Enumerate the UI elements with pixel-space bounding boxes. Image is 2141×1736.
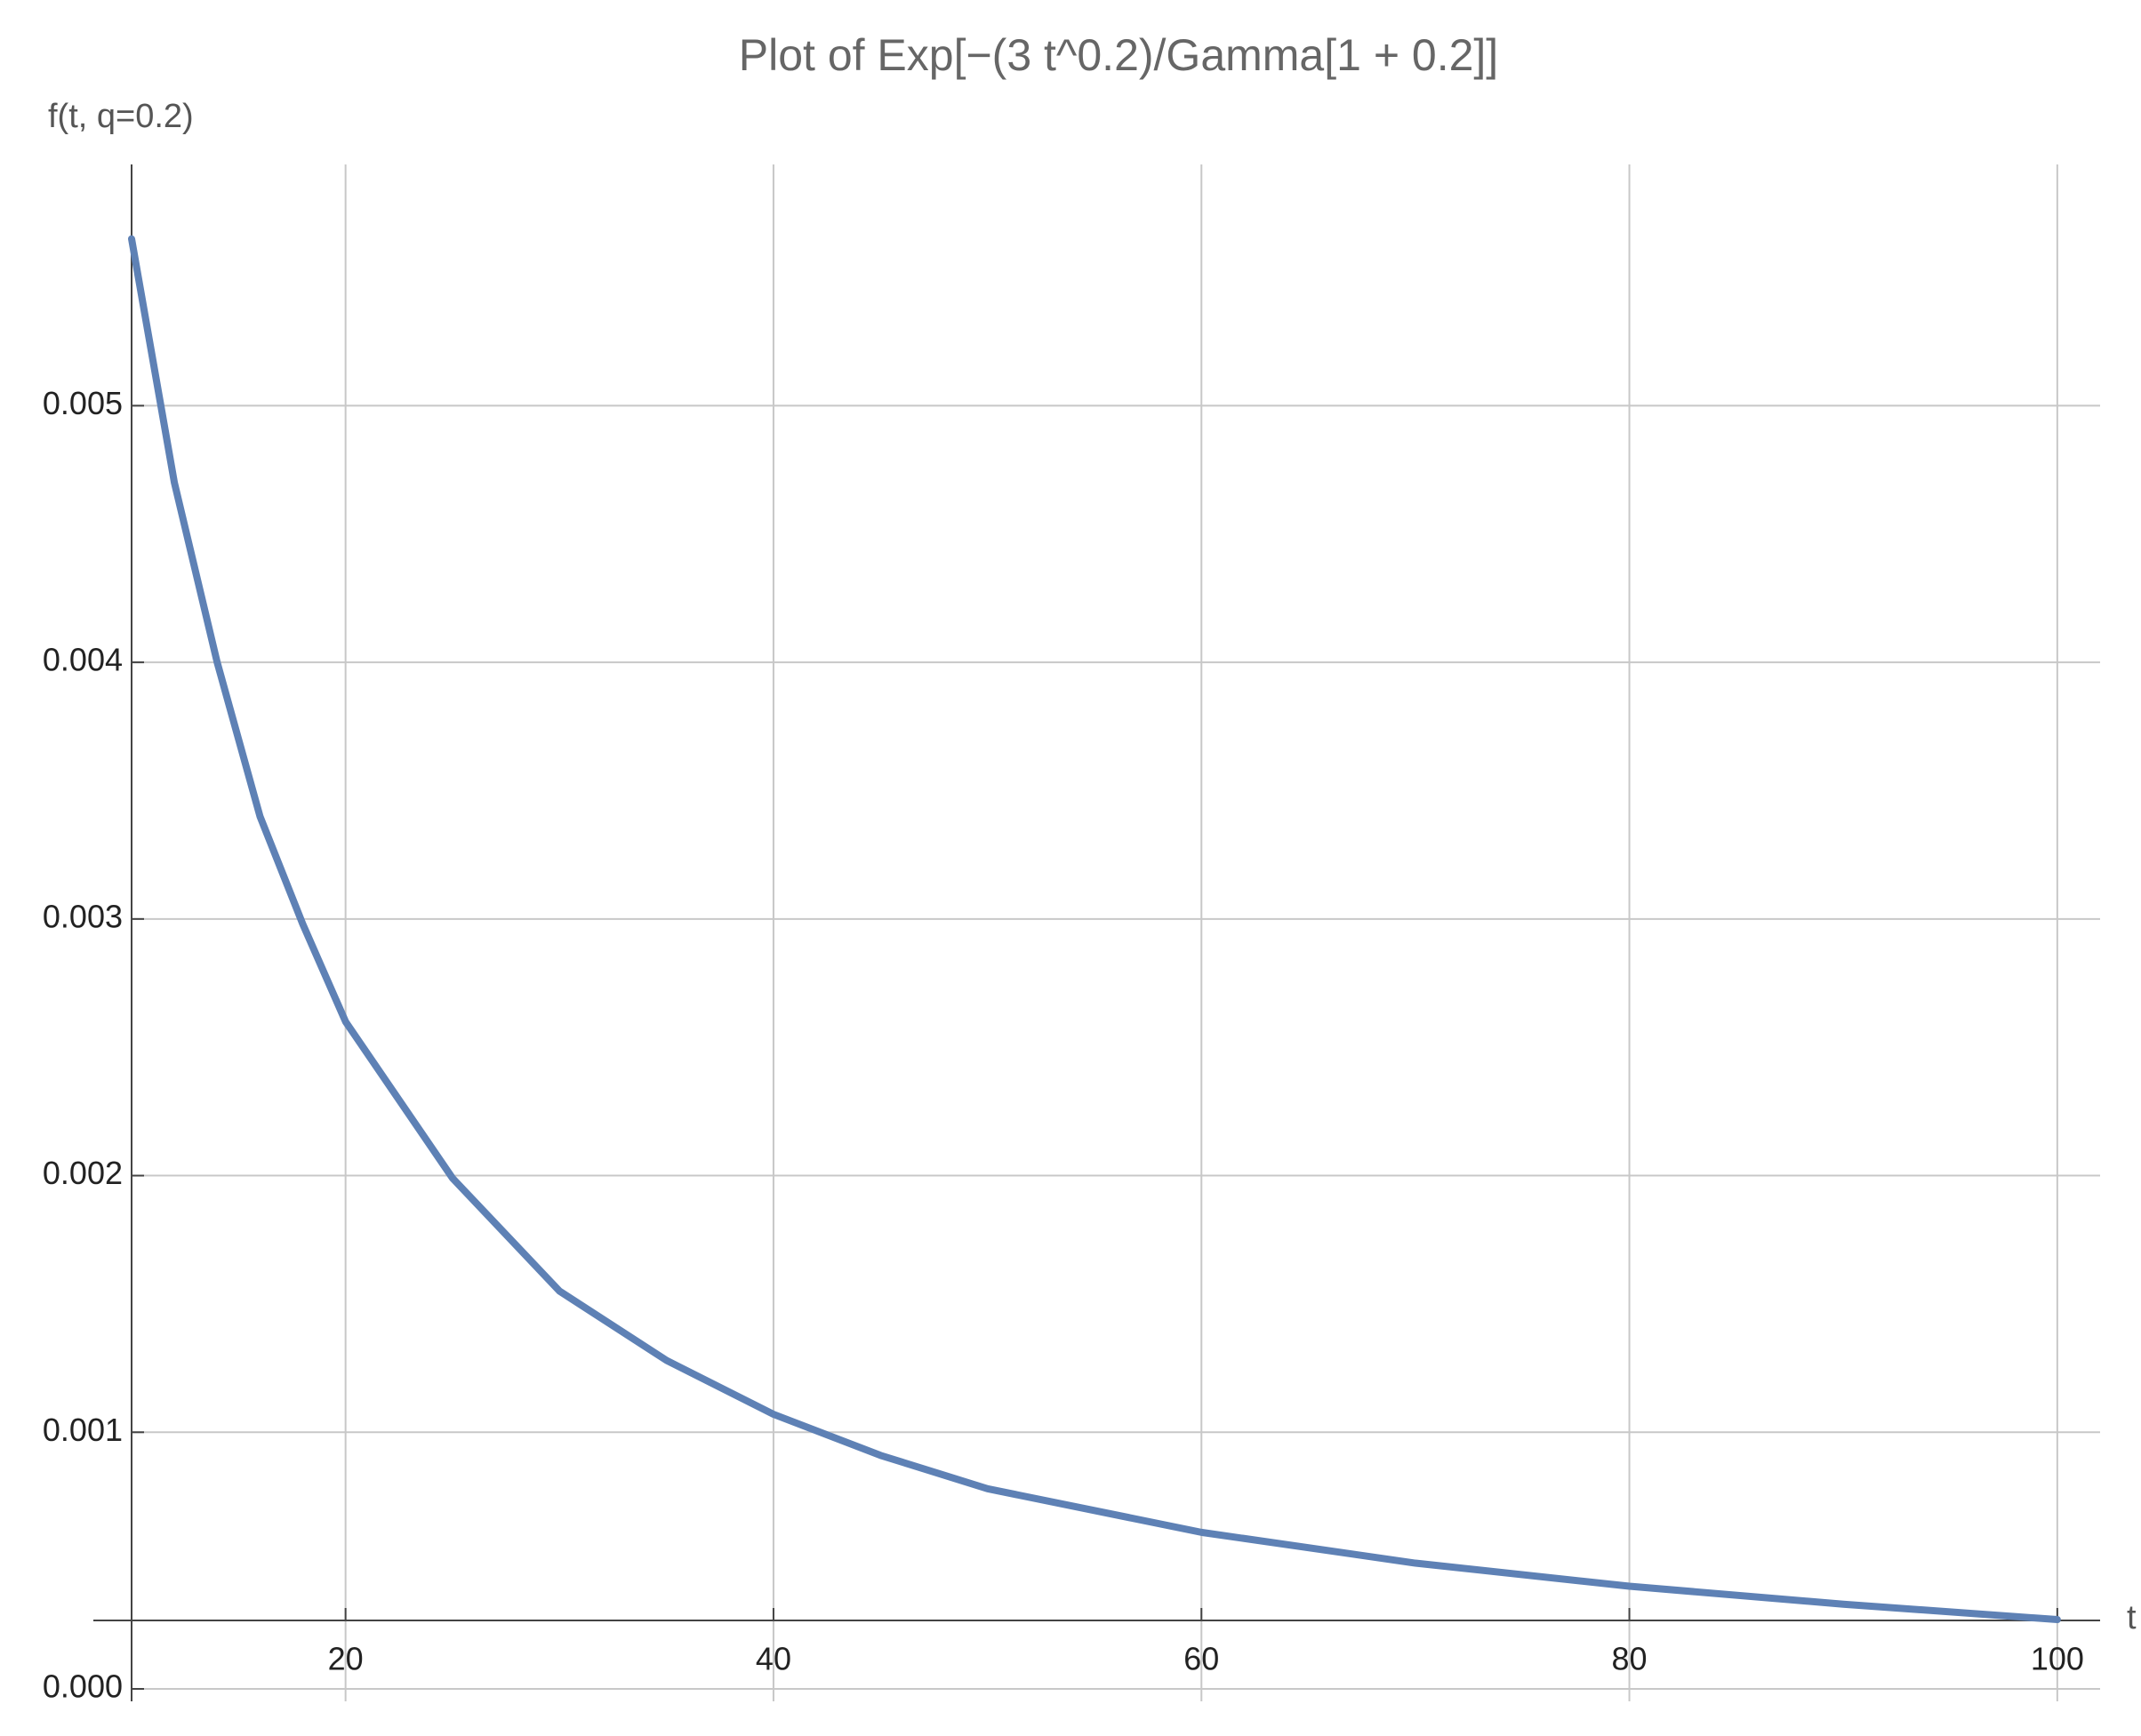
x-tick-label: 80 (1612, 1641, 1648, 1677)
line-series (128, 235, 2061, 1624)
x-tick-label: 60 (1183, 1641, 1219, 1677)
x-tick-label: 100 (2031, 1641, 2084, 1677)
x-axis-label: t (2127, 1599, 2137, 1636)
y-tick-label: 0.000 (43, 1668, 123, 1705)
marks (128, 235, 2061, 1624)
x-tick-label: 40 (756, 1641, 791, 1677)
y-tick-label: 0.003 (43, 898, 123, 934)
chart-title: Plot of Exp[−(3 t^0.2)/Gamma[1 + 0.2]] (739, 30, 1498, 80)
x-tick-label: 20 (328, 1641, 364, 1677)
axes: 0.000 0.001 0.002 0.003 0.004 0.005 20 40 60 80 10… (43, 164, 2100, 1705)
y-tick-label: 0.001 (43, 1412, 123, 1448)
y-tick-label: 0.004 (43, 642, 123, 678)
y-tick-label: 0.005 (43, 385, 123, 421)
y-tick-label: 0.002 (43, 1155, 123, 1191)
grid (132, 164, 2100, 1701)
y-axis-label: f(t, q=0.2) (48, 98, 194, 135)
